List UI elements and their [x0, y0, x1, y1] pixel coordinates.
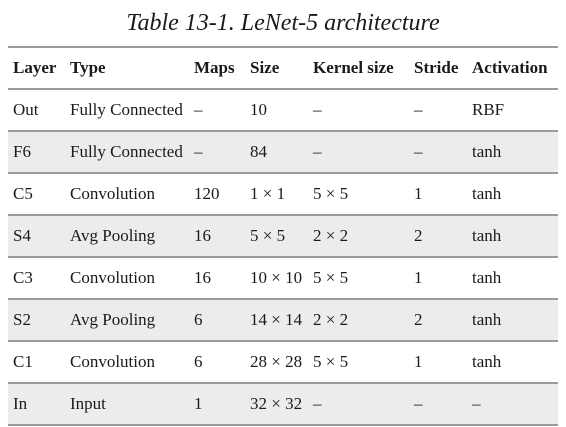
- cell-layer: In: [8, 383, 65, 426]
- cell-layer: C3: [8, 257, 65, 300]
- table-row: C5 Convolution 120 1 × 1 5 × 5 1 tanh: [8, 173, 558, 216]
- cell-type: Avg Pooling: [65, 215, 189, 258]
- cell-layer: C5: [8, 173, 65, 216]
- cell-stride: –: [409, 131, 467, 174]
- cell-maps: –: [189, 89, 245, 132]
- cell-activation: tanh: [467, 299, 558, 342]
- header-stride: Stride: [409, 46, 467, 90]
- cell-maps: –: [189, 131, 245, 174]
- header-size: Size: [245, 46, 308, 90]
- cell-maps: 6: [189, 341, 245, 384]
- table-row: C3 Convolution 16 10 × 10 5 × 5 1 tanh: [8, 257, 558, 300]
- table-row: C1 Convolution 6 28 × 28 5 × 5 1 tanh: [8, 341, 558, 384]
- cell-type: Convolution: [65, 341, 189, 384]
- cell-layer: Out: [8, 89, 65, 132]
- cell-size: 32 × 32: [245, 383, 308, 426]
- cell-size: 10 × 10: [245, 257, 308, 300]
- cell-kernel-size: 5 × 5: [308, 257, 409, 300]
- cell-kernel-size: 5 × 5: [308, 341, 409, 384]
- table-caption: Table 13-1. LeNet-5 architecture: [126, 10, 440, 36]
- cell-layer: F6: [8, 131, 65, 174]
- cell-layer: C1: [8, 341, 65, 384]
- cell-type: Avg Pooling: [65, 299, 189, 342]
- header-kernel-size: Kernel size: [308, 46, 409, 90]
- header-type: Type: [65, 46, 189, 90]
- cell-kernel-size: –: [308, 89, 409, 132]
- cell-stride: 1: [409, 257, 467, 300]
- cell-layer: S2: [8, 299, 65, 342]
- cell-size: 10: [245, 89, 308, 132]
- cell-activation: tanh: [467, 215, 558, 258]
- table-row: F6 Fully Connected – 84 – – tanh: [8, 131, 558, 174]
- cell-type: Convolution: [65, 257, 189, 300]
- cell-maps: 16: [189, 257, 245, 300]
- cell-kernel-size: –: [308, 131, 409, 174]
- cell-activation: tanh: [467, 341, 558, 384]
- cell-stride: –: [409, 89, 467, 132]
- header-activation: Activation: [467, 46, 558, 90]
- cell-size: 28 × 28: [245, 341, 308, 384]
- cell-type: Input: [65, 383, 189, 426]
- cell-activation: tanh: [467, 173, 558, 216]
- cell-stride: –: [409, 383, 467, 426]
- cell-type: Fully Connected: [65, 131, 189, 174]
- table-header-row: Layer Type Maps Size Kernel size Stride …: [8, 46, 558, 90]
- cell-stride: 1: [409, 173, 467, 216]
- cell-type: Fully Connected: [65, 89, 189, 132]
- cell-kernel-size: –: [308, 383, 409, 426]
- table-row: Out Fully Connected – 10 – – RBF: [8, 89, 558, 132]
- cell-kernel-size: 2 × 2: [308, 299, 409, 342]
- table-row: In Input 1 32 × 32 – – –: [8, 383, 558, 426]
- cell-stride: 2: [409, 299, 467, 342]
- cell-layer: S4: [8, 215, 65, 258]
- cell-size: 14 × 14: [245, 299, 308, 342]
- cell-stride: 2: [409, 215, 467, 258]
- table-row: S4 Avg Pooling 16 5 × 5 2 × 2 2 tanh: [8, 215, 558, 258]
- header-maps: Maps: [189, 46, 245, 90]
- cell-kernel-size: 5 × 5: [308, 173, 409, 216]
- cell-maps: 6: [189, 299, 245, 342]
- cell-size: 5 × 5: [245, 215, 308, 258]
- cell-size: 84: [245, 131, 308, 174]
- cell-kernel-size: 2 × 2: [308, 215, 409, 258]
- header-layer: Layer: [8, 46, 65, 90]
- cell-maps: 16: [189, 215, 245, 258]
- lenet-architecture-table: Layer Type Maps Size Kernel size Stride …: [8, 46, 558, 426]
- table-row: S2 Avg Pooling 6 14 × 14 2 × 2 2 tanh: [8, 299, 558, 342]
- cell-size: 1 × 1: [245, 173, 308, 216]
- cell-activation: –: [467, 383, 558, 426]
- cell-activation: RBF: [467, 89, 558, 132]
- cell-maps: 1: [189, 383, 245, 426]
- cell-maps: 120: [189, 173, 245, 216]
- cell-type: Convolution: [65, 173, 189, 216]
- cell-activation: tanh: [467, 257, 558, 300]
- cell-stride: 1: [409, 341, 467, 384]
- cell-activation: tanh: [467, 131, 558, 174]
